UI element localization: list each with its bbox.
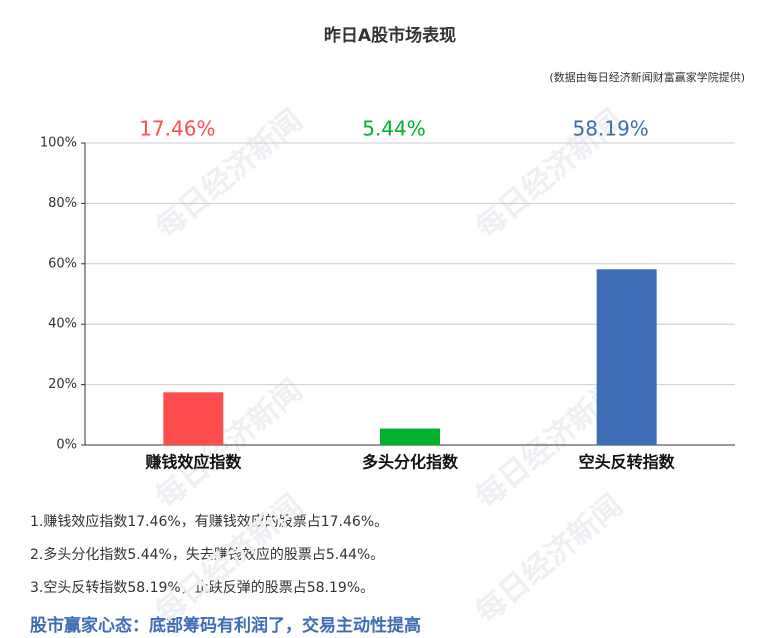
x-tick-label: 赚钱效应指数 <box>144 453 242 472</box>
footer: 股市赢家心态：底部筹码有利润了，交易主动性提高 <box>30 615 421 636</box>
y-tick-label: 0% <box>56 438 77 453</box>
y-tick-label: 100% <box>40 136 77 151</box>
note: 3.空头反转指数58.19%，止跌反弹的股票占58.19%。 <box>30 580 374 596</box>
bar <box>596 269 657 445</box>
data-label: 5.44% <box>362 117 426 141</box>
chart-subtitle: (数据由每日经济新闻财富赢家学院提供) <box>549 70 745 84</box>
y-tick-label: 60% <box>48 256 77 271</box>
data-label: 58.19% <box>573 117 649 141</box>
data-label: 17.46% <box>139 117 215 141</box>
y-tick-label: 20% <box>48 377 77 392</box>
x-tick-label: 空头反转指数 <box>579 453 676 472</box>
bar <box>163 392 224 445</box>
chart-title: 昨日A股市场表现 <box>324 25 456 46</box>
y-tick-label: 80% <box>48 196 77 211</box>
note: 1.赚钱效应指数17.46%，有赚钱效应的股票占17.46%。 <box>30 513 388 530</box>
note: 2.多头分化指数5.44%，失去赚钱效应的股票占5.44%。 <box>30 546 384 563</box>
bar <box>380 428 440 445</box>
x-tick-label: 多头分化指数 <box>362 453 459 472</box>
y-tick-label: 40% <box>48 317 77 332</box>
